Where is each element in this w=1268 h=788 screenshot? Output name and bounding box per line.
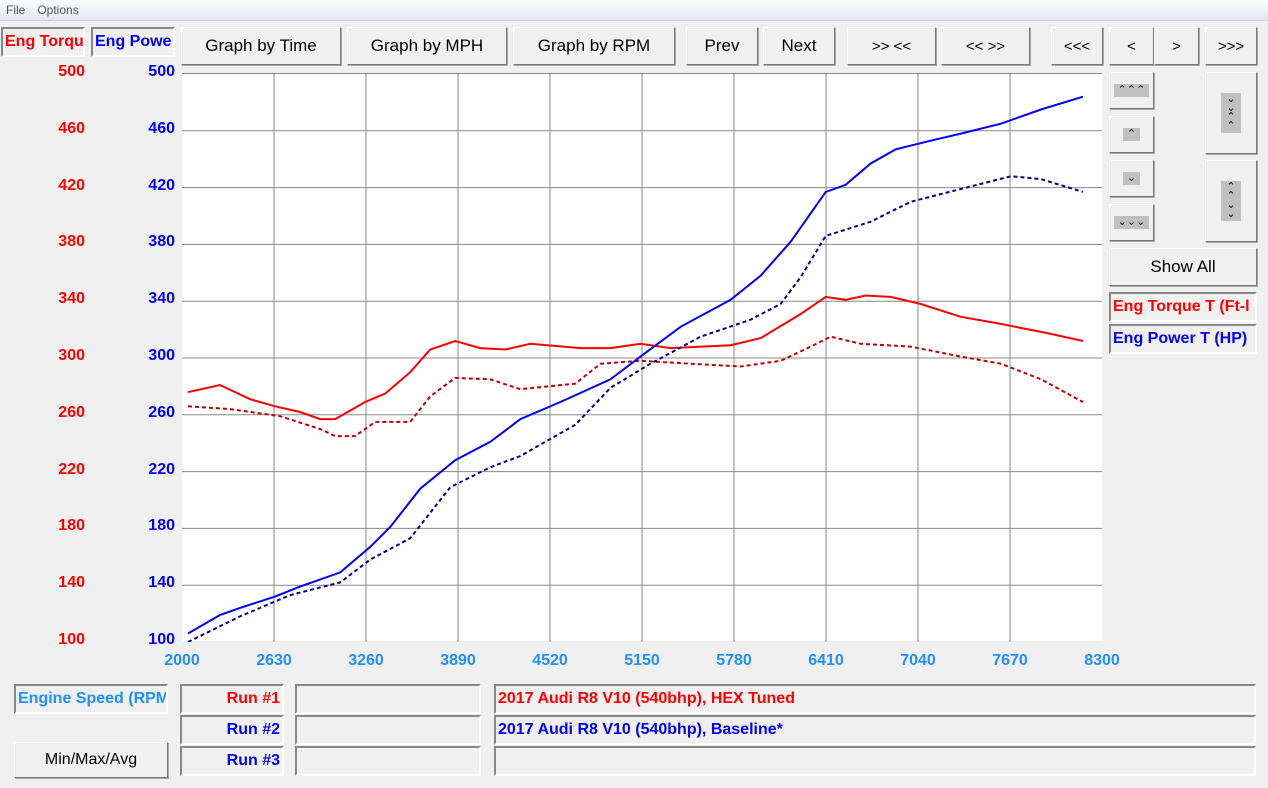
chevron-up-icon: ⌃ <box>1122 128 1141 141</box>
power-axis-tick: 220 <box>148 460 175 478</box>
run-value-field <box>295 746 481 776</box>
min-max-avg-button[interactable]: Min/Max/Avg <box>14 742 168 778</box>
run-label: Run #3 <box>180 746 284 776</box>
torque-axis-tick: 140 <box>58 574 85 592</box>
power-axis-tick: 380 <box>148 233 175 251</box>
torque-axis-tick: 100 <box>58 631 85 648</box>
power-axis-tick: 300 <box>148 347 175 364</box>
power-channel-label: Eng Power T (HP) <box>1109 324 1257 354</box>
triple-chevron-up-icon: ⌃⌃⌃ <box>1113 84 1150 97</box>
torque-axis-selector[interactable]: Eng Torqu <box>1 27 85 57</box>
menu-bar: File Options <box>0 0 1268 21</box>
chart-plot-area[interactable] <box>182 73 1102 643</box>
x-axis-tick: 2000 <box>164 652 200 669</box>
run-value-field <box>295 684 481 714</box>
scale-up-fast-button[interactable]: ⌃⌃⌃ <box>1109 72 1154 109</box>
power-axis-tick: 460 <box>148 119 175 137</box>
power-axis-tick: 100 <box>148 631 175 648</box>
next-button[interactable]: Next <box>763 27 835 65</box>
series-line-1 <box>187 294 1084 421</box>
run-value-field <box>295 715 481 745</box>
power-axis-selector[interactable]: Eng Powe <box>91 27 175 57</box>
x-axis-tick: 6410 <box>808 652 844 669</box>
menu-options[interactable]: Options <box>37 3 79 17</box>
scroll-far-right-button[interactable]: >>> <box>1205 27 1257 65</box>
scroll-far-left-button[interactable]: <<< <box>1051 27 1103 65</box>
x-axis-selector[interactable]: Engine Speed (RPM <box>14 684 168 714</box>
torque-axis-tick: 300 <box>58 347 85 364</box>
x-axis-tick: 2630 <box>256 652 292 669</box>
x-axis-tick: 7040 <box>900 652 936 669</box>
expand-range-button[interactable]: ⌄⌄⌃⌃ <box>1205 72 1257 154</box>
series-line-4 <box>187 175 1084 643</box>
torque-channel-label: Eng Torque T (Ft-l <box>1109 292 1257 322</box>
run-description[interactable]: 2017 Audi R8 V10 (540bhp), Baseline* <box>494 715 1256 745</box>
power-axis-tick: 340 <box>148 290 175 308</box>
x-axis-tick: 7670 <box>992 652 1028 669</box>
torque-axis-tick: 340 <box>58 290 85 308</box>
torque-axis-tick: 380 <box>58 233 85 251</box>
x-axis-tick: 5780 <box>716 652 752 669</box>
run-label: Run #1 <box>180 684 284 714</box>
power-axis-tick: 140 <box>148 574 175 592</box>
scroll-right-button[interactable]: > <box>1154 27 1199 65</box>
graph-by-time-button[interactable]: Graph by Time <box>181 27 341 65</box>
scale-down-fast-button[interactable]: ⌄⌄⌄ <box>1109 204 1154 241</box>
x-axis-tick: 4520 <box>532 652 568 669</box>
scroll-left-button[interactable]: < <box>1109 27 1154 65</box>
x-axis-tick: 3260 <box>348 652 384 669</box>
series-line-2 <box>187 335 1084 438</box>
triple-chevron-down-icon: ⌄⌄⌄ <box>1113 216 1150 229</box>
prev-button[interactable]: Prev <box>686 27 758 65</box>
show-all-button[interactable]: Show All <box>1109 248 1257 286</box>
power-axis-tick: 260 <box>148 403 175 421</box>
scale-down-button[interactable]: ⌄ <box>1109 160 1154 197</box>
power-axis-tick: 420 <box>148 176 175 194</box>
torque-axis-tick: 420 <box>58 176 85 194</box>
x-axis-tick: 3890 <box>440 652 476 669</box>
torque-axis-tick: 220 <box>58 460 85 478</box>
torque-axis-tick: 260 <box>58 403 85 421</box>
shrink-range-button[interactable]: ⌃⌃⌄⌄ <box>1205 160 1257 242</box>
zoom-in-button[interactable]: >> << <box>847 27 936 65</box>
zoom-out-button[interactable]: << >> <box>941 27 1030 65</box>
run-label: Run #2 <box>180 715 284 745</box>
chevrons-expand-icon: ⌄⌄⌃⌃ <box>1221 93 1241 133</box>
graph-by-rpm-button[interactable]: Graph by RPM <box>513 27 675 65</box>
power-axis-tick: 500 <box>148 63 175 80</box>
torque-axis-tick: 460 <box>58 119 85 137</box>
power-axis-tick: 180 <box>148 517 175 535</box>
scale-up-button[interactable]: ⌃ <box>1109 116 1154 153</box>
chart-svg <box>182 74 1102 643</box>
run-description[interactable]: 2017 Audi R8 V10 (540bhp), HEX Tuned <box>494 684 1256 714</box>
x-axis-tick: 5150 <box>624 652 660 669</box>
menu-file[interactable]: File <box>6 3 26 17</box>
chevrons-shrink-icon: ⌃⌃⌄⌄ <box>1221 181 1241 221</box>
series-line-3 <box>187 95 1084 635</box>
torque-axis-tick: 500 <box>58 63 85 80</box>
torque-axis-tick: 180 <box>58 517 85 535</box>
run-description[interactable] <box>494 746 1256 776</box>
graph-by-mph-button[interactable]: Graph by MPH <box>347 27 507 65</box>
chevron-down-icon: ⌄ <box>1122 172 1141 185</box>
x-axis-tick: 8300 <box>1084 652 1120 669</box>
